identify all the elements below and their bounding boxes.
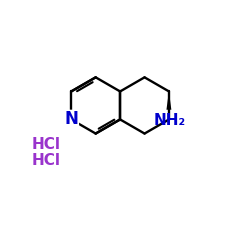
Text: HCl: HCl [32, 153, 61, 168]
Text: HCl: HCl [32, 137, 61, 152]
Text: NH₂: NH₂ [154, 114, 186, 128]
Polygon shape [166, 92, 171, 110]
Text: N: N [64, 110, 78, 128]
